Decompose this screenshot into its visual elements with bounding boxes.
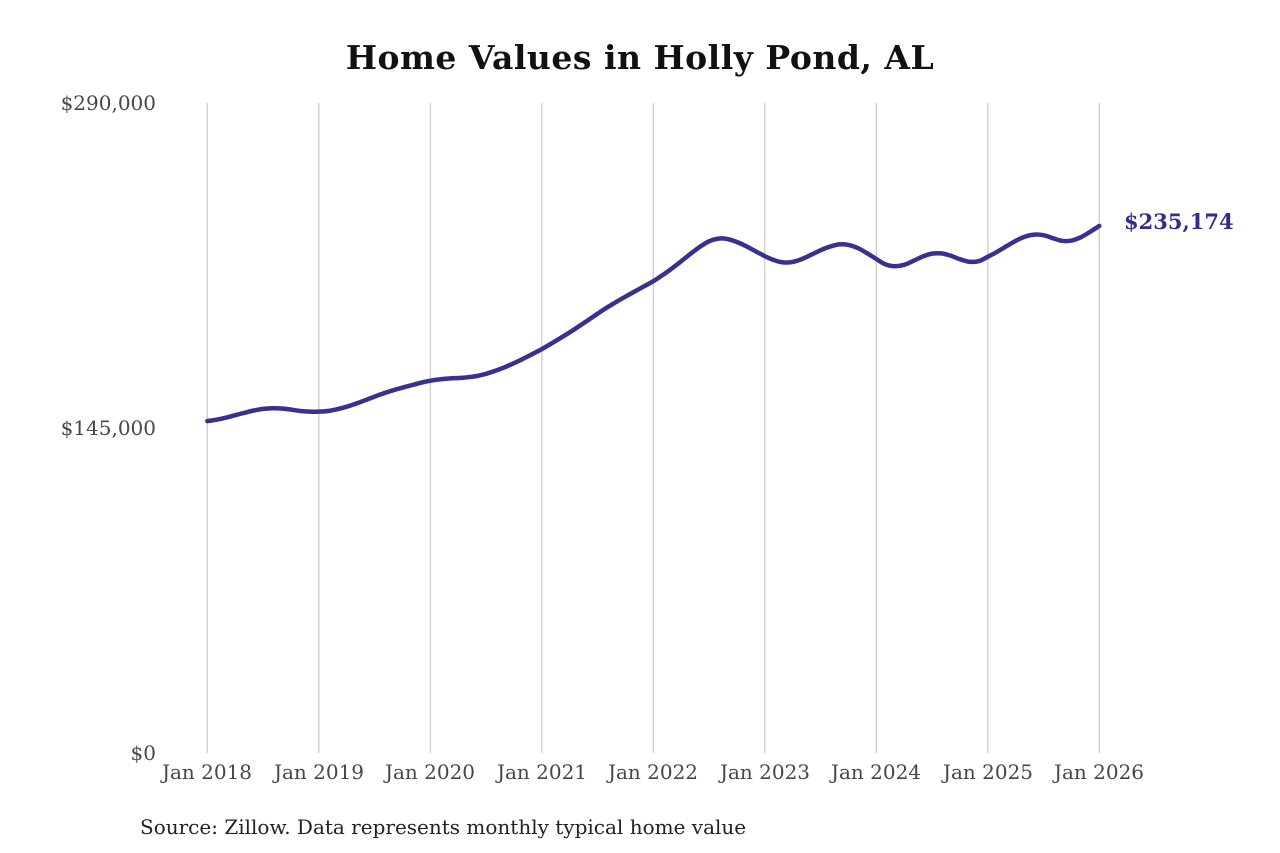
chart-title: Home Values in Holly Pond, AL (345, 38, 935, 77)
x-tick-label: Jan 2024 (830, 760, 922, 784)
x-tick-label: Jan 2025 (942, 760, 1034, 784)
x-tick-label: Jan 2021 (496, 760, 588, 784)
x-tick-label: Jan 2023 (719, 760, 811, 784)
y-tick-label: $290,000 (60, 91, 156, 115)
x-tick-label: Jan 2018 (161, 760, 253, 784)
gridlines (206, 103, 1100, 753)
x-tick-label: Jan 2020 (384, 760, 476, 784)
x-tick-label: Jan 2022 (607, 760, 699, 784)
y-tick-label: $0 (130, 741, 156, 765)
x-tick-label: Jan 2019 (273, 760, 365, 784)
source-note: Source: Zillow. Data represents monthly … (140, 815, 747, 839)
home-value-line (205, 223, 1102, 424)
current-value-label: $235,174 (1124, 209, 1234, 234)
x-tick-label: Jan 2026 (1053, 760, 1145, 784)
y-tick-label: $145,000 (60, 416, 156, 440)
